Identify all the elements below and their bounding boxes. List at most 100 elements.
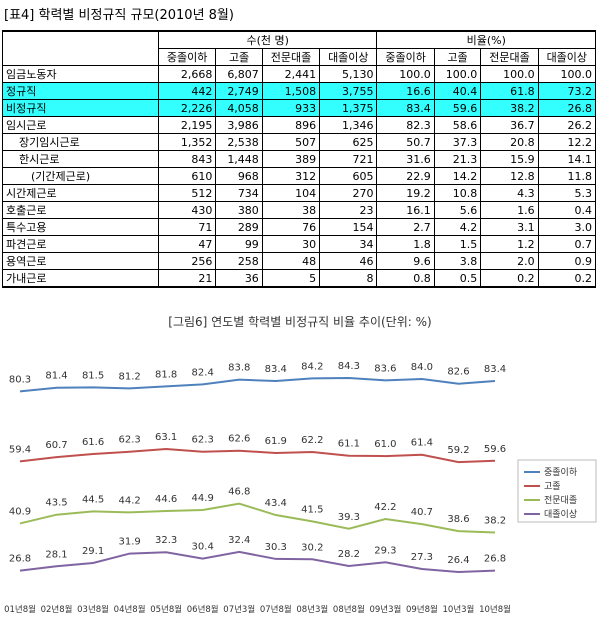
data-label: 62.2 (301, 435, 323, 446)
table-cell: 430 (157, 201, 217, 219)
row-label: 정규직 (2, 82, 159, 100)
table-cell: 896 (261, 116, 321, 134)
table-cell: 3,986 (215, 116, 263, 134)
sub-header: 중졸이하 (157, 48, 217, 66)
header-row: 중졸이하 고졸 전문대졸 대졸이상 중졸이하 고졸 전문대졸 대졸이상 (3, 48, 597, 66)
table-cell: 26.2 (537, 116, 597, 134)
table-cell: 507 (261, 133, 321, 151)
table-row: 용역근로 256 258 48 46 9.6 3.8 2.0 0.9 (2, 252, 597, 270)
table-cell: 2,441 (261, 65, 321, 83)
legend-label: 전문대졸 (544, 495, 577, 506)
table-cell: 625 (319, 133, 378, 151)
data-label: 80.3 (9, 374, 31, 385)
table-cell: 0.2 (537, 269, 597, 288)
table-cell: 104 (261, 184, 321, 202)
row-label: 장기임시근로 (2, 133, 159, 151)
data-label: 40.9 (9, 506, 31, 517)
table-cell: 100.0 (376, 65, 435, 83)
x-tick-label: 05년8월 (150, 604, 182, 615)
table-cell: 0.7 (537, 235, 597, 253)
table-cell: 1,448 (215, 150, 263, 168)
data-label: 38.2 (484, 515, 506, 526)
data-label: 27.3 (411, 552, 433, 563)
table-cell: 256 (157, 252, 217, 270)
table-cell: 721 (319, 150, 378, 168)
table-cell: 0.2 (480, 269, 539, 288)
table-cell: 100.0 (433, 65, 482, 83)
data-label: 39.3 (338, 512, 360, 523)
row-label: 임금노동자 (2, 65, 159, 83)
table-cell: 4.2 (433, 218, 482, 236)
data-label: 61.6 (82, 437, 104, 448)
data-label: 62.6 (228, 434, 250, 445)
table-cell: 968 (215, 167, 263, 185)
table-cell: 12.2 (537, 133, 597, 151)
table-cell: 3.0 (537, 218, 597, 236)
sub-header: 전문대졸 (261, 48, 321, 66)
header-row: 수(천 명) 비율(%) (2, 30, 596, 66)
table-cell: 5,130 (319, 65, 378, 83)
data-label: 59.2 (447, 445, 469, 456)
table-cell: 5.3 (537, 184, 597, 202)
table-cell: 1,375 (319, 99, 378, 117)
data-label: 29.1 (82, 546, 104, 557)
data-label: 61.0 (374, 439, 396, 450)
chart-title: [그림6] 연도별 학력별 비정규직 비율 추이(단위: %) (168, 315, 431, 329)
table-cell: 2.7 (376, 218, 435, 236)
data-label: 38.6 (447, 514, 469, 525)
x-tick-label: 07년3월 (223, 604, 255, 615)
table-cell: 22.9 (376, 167, 435, 185)
table-cell: 4.3 (480, 184, 539, 202)
table-cell: 2.0 (480, 252, 539, 270)
x-tick-label: 08년3월 (296, 604, 328, 615)
table-cell: 21 (157, 269, 217, 288)
series-line (19, 376, 496, 393)
table-cell: 38 (261, 201, 321, 219)
table-row: 임시근로 2,195 3,986 896 1,346 82.3 58.6 36.7 26.2 (2, 116, 597, 134)
table-cell: 512 (157, 184, 217, 202)
table-cell: 2,226 (157, 99, 217, 117)
data-label: 82.4 (192, 367, 214, 378)
data-label: 46.8 (228, 487, 250, 498)
data-label: 44.5 (82, 494, 104, 505)
data-label: 40.7 (411, 507, 433, 518)
table-cell: 312 (261, 167, 321, 185)
table-cell: 71 (157, 218, 217, 236)
x-tick-label: 10년8월 (479, 604, 511, 615)
data-label: 30.2 (301, 542, 323, 553)
table-cell: 2,195 (157, 116, 217, 134)
row-label: 용역근로 (2, 252, 159, 270)
table-cell: 9.6 (376, 252, 435, 270)
data-label: 29.3 (374, 545, 396, 556)
table-cell: 380 (215, 201, 263, 219)
table-cell: 61.8 (480, 82, 539, 100)
table-cell: 48 (261, 252, 321, 270)
data-label: 83.4 (484, 364, 506, 375)
data-label: 62.3 (192, 435, 214, 446)
sub-header: 중졸이하 (376, 48, 435, 66)
data-label: 44.2 (118, 495, 140, 506)
x-tick-label: 09년8월 (406, 604, 438, 615)
table-cell: 8 (319, 269, 378, 288)
sub-header: 전문대졸 (480, 48, 539, 66)
data-label: 83.4 (265, 364, 287, 375)
data-label: 83.6 (374, 363, 396, 374)
row-label: 한시근로 (2, 150, 159, 168)
series-line (19, 502, 496, 534)
legend-box (517, 459, 597, 523)
row-label: 임시근로 (2, 116, 159, 134)
data-label: 81.4 (45, 371, 67, 382)
data-label: 30.4 (192, 542, 214, 553)
legend-label: 대졸이상 (544, 509, 577, 520)
corner-cell (2, 30, 159, 66)
table-row: 비정규직 2,226 4,058 933 1,375 83.4 59.6 38.2 26.8 (2, 99, 597, 117)
table-cell: 37.3 (433, 133, 482, 151)
table-cell: 4,058 (215, 99, 263, 117)
sub-header: 고졸 (215, 48, 263, 66)
data-label: 82.6 (447, 367, 469, 378)
table-cell: 21.3 (433, 150, 482, 168)
data-label: 84.3 (338, 361, 360, 372)
table-cell: 10.8 (433, 184, 482, 202)
table-cell: 1.2 (480, 235, 539, 253)
